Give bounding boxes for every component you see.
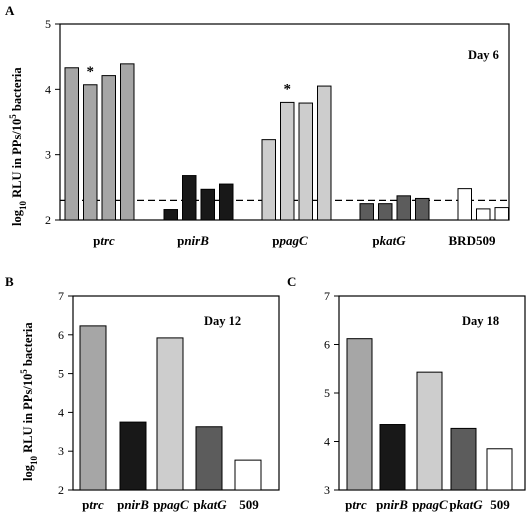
category-label: pkatG — [193, 497, 227, 512]
category-label: ptrc — [82, 497, 104, 512]
category-label: 509 — [490, 497, 510, 512]
category-label: pnirB — [177, 233, 209, 248]
panel-b-ylabel: log10 RLU in PPs/105 bacteria — [19, 322, 39, 481]
category-label: ppagC — [272, 233, 308, 248]
bar — [234, 459, 262, 491]
y-tick-label: 4 — [324, 435, 330, 449]
bar — [195, 426, 223, 491]
category-label: pnirB — [376, 497, 408, 512]
bar — [317, 85, 332, 221]
bar — [101, 75, 116, 221]
panel-b: B log10 RLU in PPs/105 bacteria Day 12 2… — [5, 274, 280, 512]
panel-a-ylabel: log10 RLU in PPs/105 bacteria — [8, 67, 28, 226]
bar — [359, 203, 374, 221]
bar — [79, 325, 107, 491]
category-label: BRD509 — [449, 233, 496, 248]
panel-a: A log10 RLU in PPs/105 bacteria Day 6 2 3… — [5, 3, 510, 248]
bar — [83, 84, 98, 221]
bar — [219, 183, 234, 221]
category-label: 509 — [239, 497, 259, 512]
bar — [280, 101, 295, 221]
panel-a-plot: 2 3 4 5 * ptrc pnirB * ppagC pkatG BRD509 — [45, 17, 510, 248]
y-tick-label: 7 — [324, 289, 330, 303]
category-label: pnirB — [117, 497, 149, 512]
bar — [298, 102, 313, 221]
bar — [261, 139, 276, 221]
panel-a-letter: A — [5, 3, 15, 18]
y-tick-label: 3 — [58, 444, 64, 458]
bar — [476, 208, 491, 221]
bar — [379, 424, 406, 491]
bar — [457, 188, 472, 221]
category-label: ptrc — [93, 233, 115, 248]
bar — [416, 371, 443, 491]
panel-a-day-label: Day 6 — [468, 48, 499, 62]
category-label: pkatG — [372, 233, 406, 248]
panel-c-plot: 3 4 5 6 7 ptrc pnirB ppagC pkatG 509 — [324, 289, 526, 512]
category-label: ppagC — [153, 497, 189, 512]
y-tick-label: 2 — [58, 483, 64, 497]
panel-c-day-label: Day 18 — [462, 314, 499, 328]
bar — [64, 67, 79, 221]
bar — [378, 203, 393, 221]
y-tick-label: 4 — [58, 405, 64, 419]
category-label: ptrc — [345, 497, 367, 512]
bar — [182, 175, 197, 221]
bar — [200, 188, 215, 221]
panel-c: C Day 18 3 4 5 6 7 ptrc pnirB ppagC pkatG 509 — [287, 274, 526, 512]
y-tick-label: 3 — [45, 148, 51, 162]
y-tick-label: 6 — [324, 338, 330, 352]
panel-b-day-label: Day 12 — [204, 314, 241, 328]
bar — [486, 448, 513, 491]
category-label: ppagC — [412, 497, 448, 512]
bar — [119, 421, 147, 491]
panel-b-letter: B — [5, 274, 14, 289]
category-label: pkatG — [449, 497, 483, 512]
y-tick-label: 3 — [324, 483, 330, 497]
panel-c-letter: C — [287, 274, 296, 289]
bar — [494, 207, 509, 221]
y-tick-label: 7 — [58, 289, 64, 303]
bar — [415, 197, 430, 221]
y-tick-label: 4 — [45, 82, 51, 96]
bar — [120, 63, 135, 221]
y-tick-label: 5 — [324, 386, 330, 400]
y-tick-label: 5 — [45, 17, 51, 31]
significance-star: * — [284, 81, 292, 97]
panel-b-plot: 2 3 4 5 6 7 ptrc pnirB ppagC pkatG 509 — [58, 289, 280, 512]
bar — [450, 427, 477, 491]
significance-star: * — [87, 64, 95, 80]
y-tick-label: 2 — [45, 213, 51, 227]
bar — [163, 209, 178, 221]
y-tick-label: 5 — [58, 367, 64, 381]
bar — [396, 195, 411, 221]
y-tick-label: 6 — [58, 328, 64, 342]
bar — [346, 338, 373, 491]
bar — [156, 337, 184, 491]
